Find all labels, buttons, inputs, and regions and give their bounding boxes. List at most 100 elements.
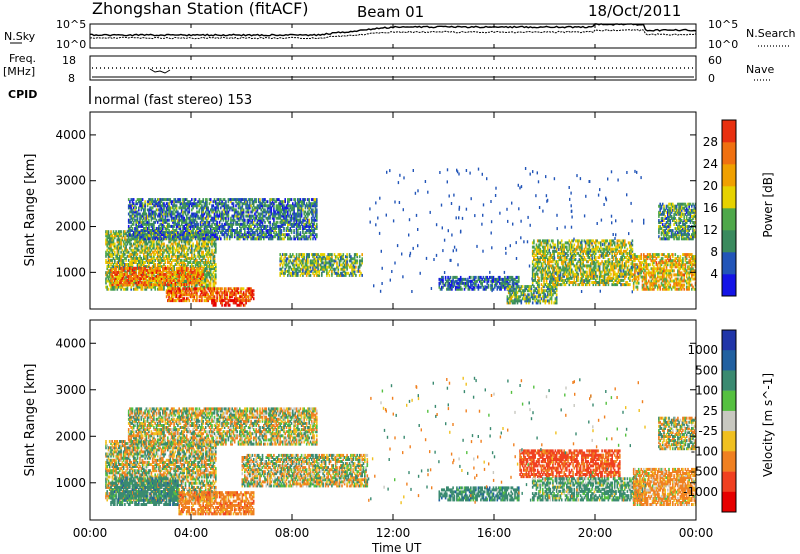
scatter-cell — [268, 216, 270, 220]
scatter-cell — [159, 238, 161, 242]
scatter-cell — [285, 253, 288, 257]
scatter-cell — [198, 263, 201, 266]
scatter-cell — [285, 257, 288, 261]
scatter-cell — [186, 265, 188, 269]
scatter-cell — [145, 214, 148, 218]
scatter-cell — [153, 242, 155, 246]
scatter-cell — [355, 261, 357, 265]
scatter-cell — [309, 229, 312, 232]
scatter-cell — [202, 216, 204, 220]
scatter-cell — [116, 234, 119, 238]
scatter-cell — [280, 269, 283, 273]
scatter-cell — [134, 266, 136, 270]
scatter-cell — [303, 224, 305, 228]
scatter-cell — [297, 257, 299, 261]
scatter-cell — [159, 202, 161, 206]
scatter-cell — [196, 248, 198, 252]
scatter-cell — [232, 220, 235, 224]
scatter-cell — [264, 202, 266, 206]
scatter-cell — [295, 233, 298, 237]
scatter-cell — [173, 283, 175, 287]
scatter-cell — [162, 287, 164, 291]
scatter-cell — [141, 204, 144, 208]
beam-title: Beam 01 — [357, 3, 424, 21]
scatter-cell — [173, 277, 175, 281]
scatter-cell — [187, 266, 189, 270]
scatter-cell — [153, 246, 155, 250]
scatter-cell — [203, 269, 206, 273]
scatter-cell — [165, 248, 168, 252]
scatter-cell — [202, 218, 204, 222]
scatter-cell — [199, 263, 202, 266]
scatter-cell — [232, 229, 235, 232]
scatter-cell — [236, 299, 238, 303]
scatter-cell — [209, 238, 212, 242]
scatter-cell — [221, 287, 223, 291]
scatter-cell — [237, 214, 240, 218]
scatter-cell — [114, 252, 116, 256]
scatter-cell — [179, 202, 182, 206]
scatter-cell — [316, 227, 318, 230]
scatter-cell — [233, 198, 236, 202]
scatter-cell — [144, 200, 146, 204]
scatter-cell — [111, 274, 114, 278]
scatter-cell — [204, 273, 207, 277]
scatter-cell — [313, 235, 316, 239]
scatter-cell — [174, 263, 177, 266]
scatter-cell — [218, 293, 221, 297]
scatter-cell — [160, 222, 163, 226]
scatter-cell — [207, 256, 209, 260]
scatter-cell — [355, 253, 357, 257]
scatter-cell — [194, 293, 197, 297]
scatter-cell — [304, 267, 307, 271]
scatter-cell — [144, 222, 146, 226]
scatter-cell — [217, 291, 220, 295]
scatter-cell — [300, 261, 303, 265]
scatter-cell — [293, 212, 295, 216]
scatter-cell — [237, 216, 240, 220]
scatter-cell — [194, 222, 197, 226]
scatter-cell — [139, 200, 141, 204]
scatter-cell — [116, 279, 119, 283]
scatter-cell — [231, 291, 233, 295]
scatter-cell — [290, 214, 293, 218]
scatter-cell — [183, 297, 185, 301]
scatter-cell — [309, 269, 312, 273]
scatter-cell — [134, 218, 136, 222]
scatter-cell — [130, 263, 132, 266]
scatter-cell — [252, 214, 255, 218]
scatter-cell — [206, 244, 208, 248]
scatter-cell — [136, 244, 139, 248]
scatter-cell — [271, 224, 274, 228]
scatter-cell — [271, 198, 274, 202]
scatter-cell — [170, 212, 173, 216]
scatter-cell — [300, 267, 303, 271]
scatter-cell — [329, 265, 332, 269]
scatter-cell — [199, 272, 202, 276]
scatter-cell — [132, 202, 135, 206]
scatter-cell — [164, 277, 167, 281]
scatter-cell — [112, 242, 115, 246]
scatter-cell — [206, 250, 208, 254]
scatter-cell — [283, 233, 285, 237]
scatter-cell — [198, 202, 201, 206]
scatter-cell — [194, 246, 197, 250]
scatter-cell — [193, 220, 196, 224]
scatter-cell — [150, 218, 153, 222]
scatter-cell — [191, 256, 193, 260]
scatter-cell — [164, 254, 167, 258]
scatter-cell — [226, 204, 228, 208]
scatter-cell — [307, 220, 309, 224]
scatter-cell — [236, 222, 238, 226]
scatter-cell — [180, 270, 183, 274]
scatter-cell — [174, 287, 177, 291]
scatter-cell — [177, 291, 179, 295]
scatter-cell — [177, 250, 179, 254]
scatter-cell — [310, 227, 313, 230]
scatter-cell — [139, 283, 141, 287]
scatter-cell — [170, 281, 173, 285]
scatter-cell — [122, 258, 125, 262]
scatter-cell — [235, 295, 237, 299]
scatter-cell — [329, 261, 332, 265]
scatter-cell — [333, 271, 336, 275]
